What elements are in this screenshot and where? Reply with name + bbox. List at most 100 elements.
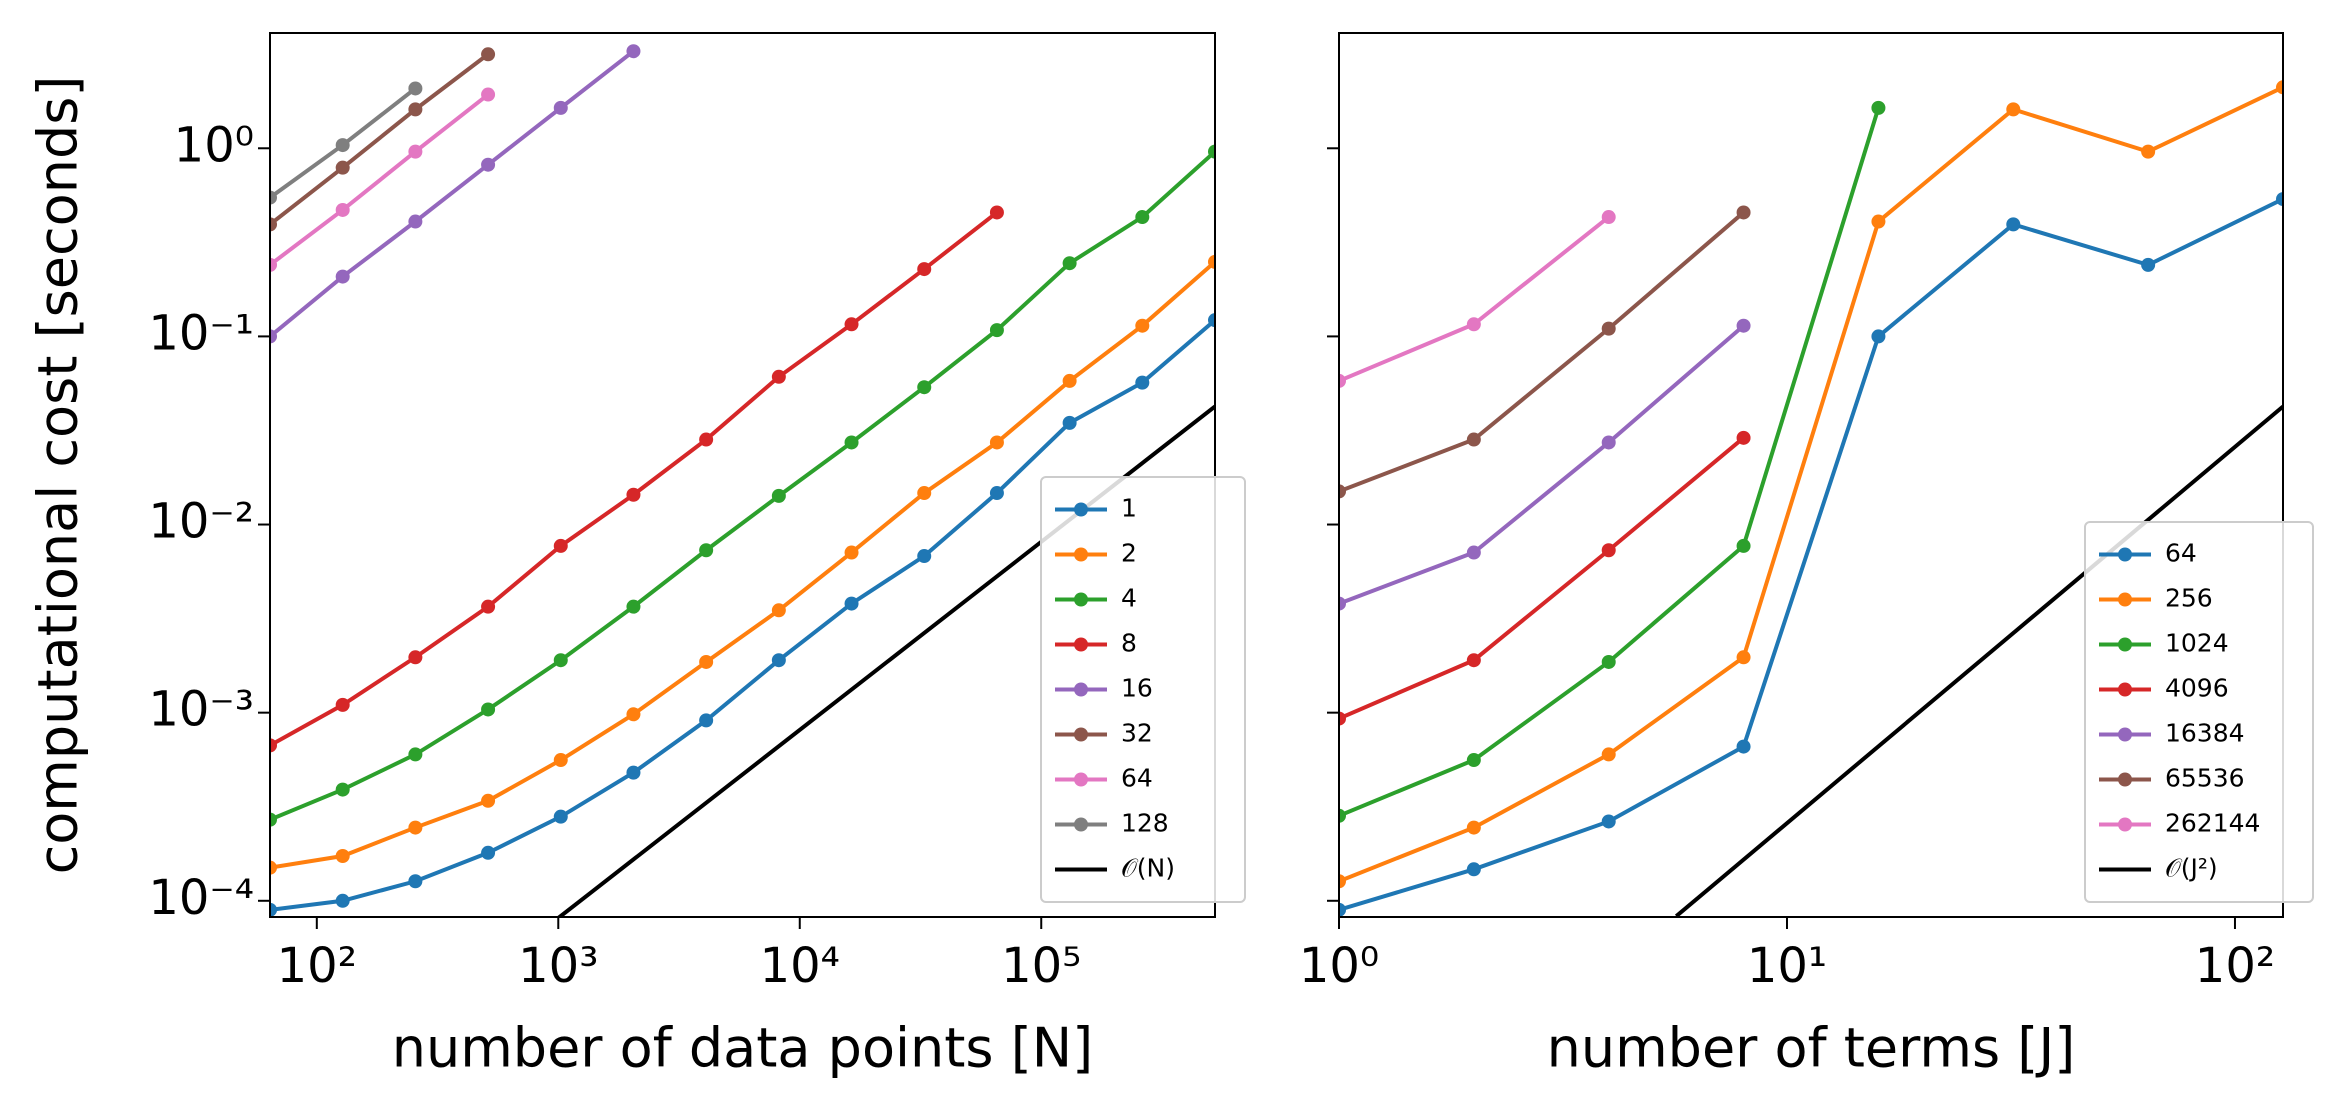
data-point	[2006, 102, 2021, 117]
data-point	[481, 702, 496, 717]
legend-label: 256	[2165, 584, 2213, 613]
data-point	[844, 545, 859, 560]
data-point	[1601, 654, 1616, 669]
data-point	[626, 44, 641, 59]
data-point	[844, 317, 859, 332]
data-point	[1466, 862, 1481, 877]
legend-marker	[1074, 547, 1088, 562]
data-point	[771, 603, 786, 618]
data-point	[626, 765, 641, 780]
data-point	[1466, 753, 1481, 768]
y-axis-label: computational cost [seconds]	[27, 76, 90, 875]
data-point	[335, 782, 350, 797]
legend-label: 1	[1121, 494, 1137, 523]
data-point	[1062, 256, 1077, 271]
data-point	[481, 157, 496, 172]
data-point	[1339, 902, 1346, 917]
axes: 10⁰ 10¹ 10² number of terms [J] 64 256 1024 409…	[1299, 32, 2314, 1080]
data-point	[553, 538, 568, 553]
legend-label: 65536	[2165, 764, 2245, 793]
legend-marker	[2118, 817, 2132, 832]
x-tick-label: 10⁰	[1299, 938, 1379, 994]
data-point	[1339, 711, 1346, 726]
data-point	[1466, 432, 1481, 447]
data-point	[1736, 538, 1751, 553]
legend-label: 2	[1121, 539, 1137, 568]
series-group	[1339, 80, 2283, 917]
data-point	[1466, 545, 1481, 560]
data-point	[1466, 653, 1481, 668]
data-point	[408, 650, 423, 665]
data-point	[1736, 318, 1751, 333]
legend-label: 1024	[2165, 629, 2229, 658]
legend-label: 16384	[2165, 719, 2245, 748]
legend-label: 𝒪(J²)	[2165, 854, 2218, 883]
series-line	[270, 92, 490, 267]
data-point	[699, 432, 714, 447]
data-point	[481, 47, 496, 62]
data-point	[481, 87, 496, 102]
data-point	[2276, 192, 2283, 207]
data-point	[408, 747, 423, 762]
data-point	[771, 369, 786, 384]
x-tick-label: 10³	[518, 938, 598, 994]
series-line	[1339, 324, 1745, 606]
data-point	[1466, 820, 1481, 835]
legend-marker	[2118, 547, 2132, 562]
data-point	[1135, 375, 1150, 390]
data-point	[553, 100, 568, 115]
legend-label: 16	[1121, 674, 1153, 703]
y-tick-label: 10⁻¹	[148, 305, 254, 361]
legend-label: 128	[1121, 809, 1169, 838]
series-group	[270, 44, 1215, 917]
series-line	[1674, 404, 2283, 917]
series-line	[1339, 215, 1610, 383]
data-point	[1339, 596, 1346, 611]
data-point	[1208, 144, 1215, 159]
series-line	[270, 318, 1215, 912]
series-line	[270, 210, 999, 748]
data-point	[1339, 808, 1346, 823]
series-line	[1339, 436, 1745, 721]
series-line	[1339, 197, 2283, 912]
data-point	[335, 202, 350, 217]
legend-marker	[1074, 727, 1088, 742]
data-point	[1871, 329, 1886, 344]
legend: 1 2 4 8 16 32 64 128 𝒪(N)	[1040, 476, 1246, 903]
data-point	[1736, 650, 1751, 665]
series-line	[270, 49, 635, 338]
data-point	[626, 487, 641, 502]
y-tick-label: 10⁰	[174, 117, 254, 173]
data-point	[1736, 430, 1751, 445]
legend-label: 𝒪(N)	[1121, 854, 1175, 883]
data-point	[270, 860, 277, 875]
series-line	[1339, 210, 1745, 494]
data-point	[771, 653, 786, 668]
data-point	[270, 738, 277, 753]
data-point	[1339, 874, 1346, 889]
data-point	[1601, 814, 1616, 829]
data-point	[2276, 80, 2283, 95]
data-point	[917, 262, 932, 277]
data-point	[1208, 313, 1215, 328]
legend-marker	[2118, 772, 2132, 787]
data-point	[1208, 254, 1215, 269]
legend-label: 4096	[2165, 674, 2229, 703]
series-line	[270, 260, 1215, 870]
data-point	[1736, 739, 1751, 754]
data-point	[771, 488, 786, 503]
data-point	[917, 486, 932, 501]
series-line	[270, 52, 490, 226]
data-point	[1135, 210, 1150, 225]
x-tick-label: 10⁵	[1001, 938, 1081, 994]
data-point	[1871, 100, 1886, 115]
data-point	[335, 269, 350, 284]
legend-marker	[1074, 637, 1088, 652]
x-tick-label: 10²	[2195, 938, 2275, 994]
plot-frame	[269, 32, 1216, 918]
data-point	[335, 697, 350, 712]
x-tick-label: 10⁴	[760, 938, 840, 994]
data-point	[1736, 205, 1751, 220]
data-point	[1601, 321, 1616, 336]
